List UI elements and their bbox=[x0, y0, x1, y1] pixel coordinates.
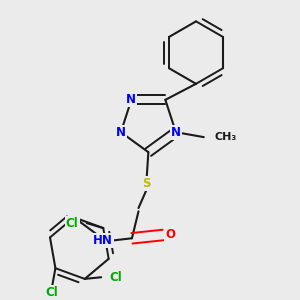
Text: Cl: Cl bbox=[46, 286, 58, 299]
Text: Cl: Cl bbox=[66, 217, 79, 230]
Text: S: S bbox=[142, 177, 151, 190]
Text: O: O bbox=[165, 229, 176, 242]
Text: N: N bbox=[171, 126, 181, 139]
Text: HN: HN bbox=[93, 234, 113, 248]
Text: Cl: Cl bbox=[110, 271, 122, 284]
Text: N: N bbox=[126, 93, 136, 106]
Text: N: N bbox=[116, 126, 126, 139]
Text: CH₃: CH₃ bbox=[214, 132, 237, 142]
